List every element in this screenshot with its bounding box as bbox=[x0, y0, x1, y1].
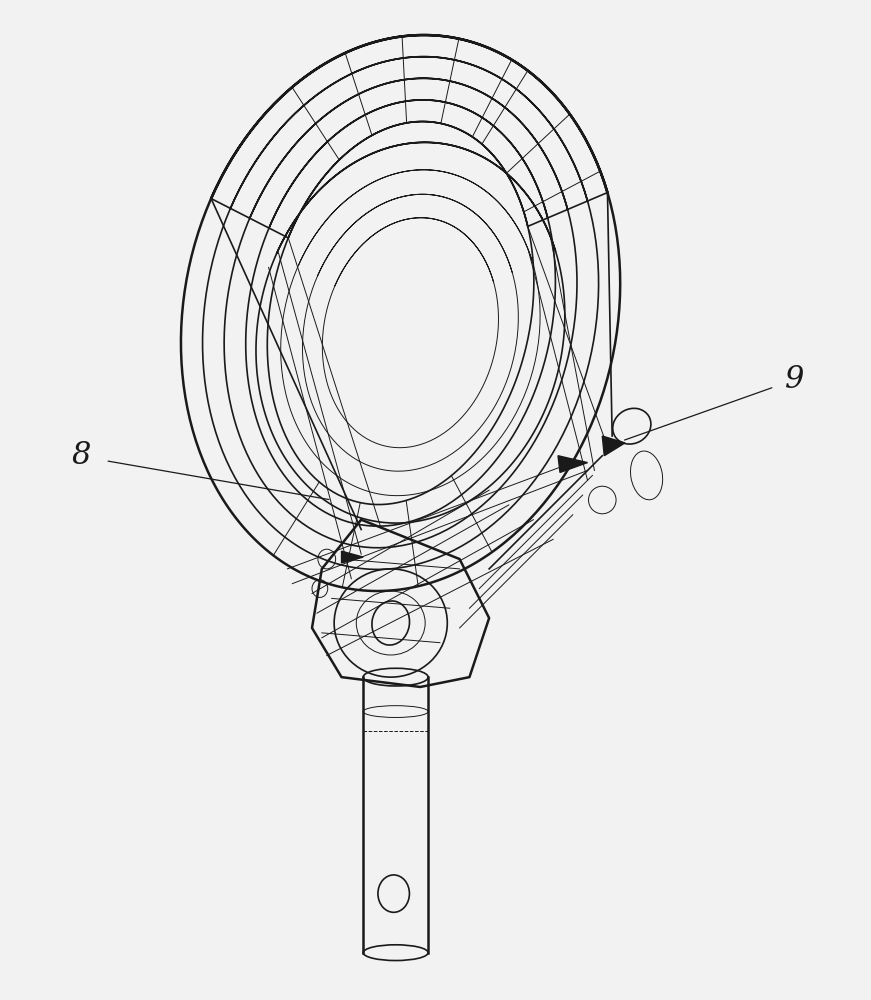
Polygon shape bbox=[603, 436, 625, 456]
Polygon shape bbox=[558, 456, 588, 472]
Text: 8: 8 bbox=[71, 440, 91, 471]
Polygon shape bbox=[341, 551, 363, 563]
Text: 9: 9 bbox=[785, 364, 804, 395]
